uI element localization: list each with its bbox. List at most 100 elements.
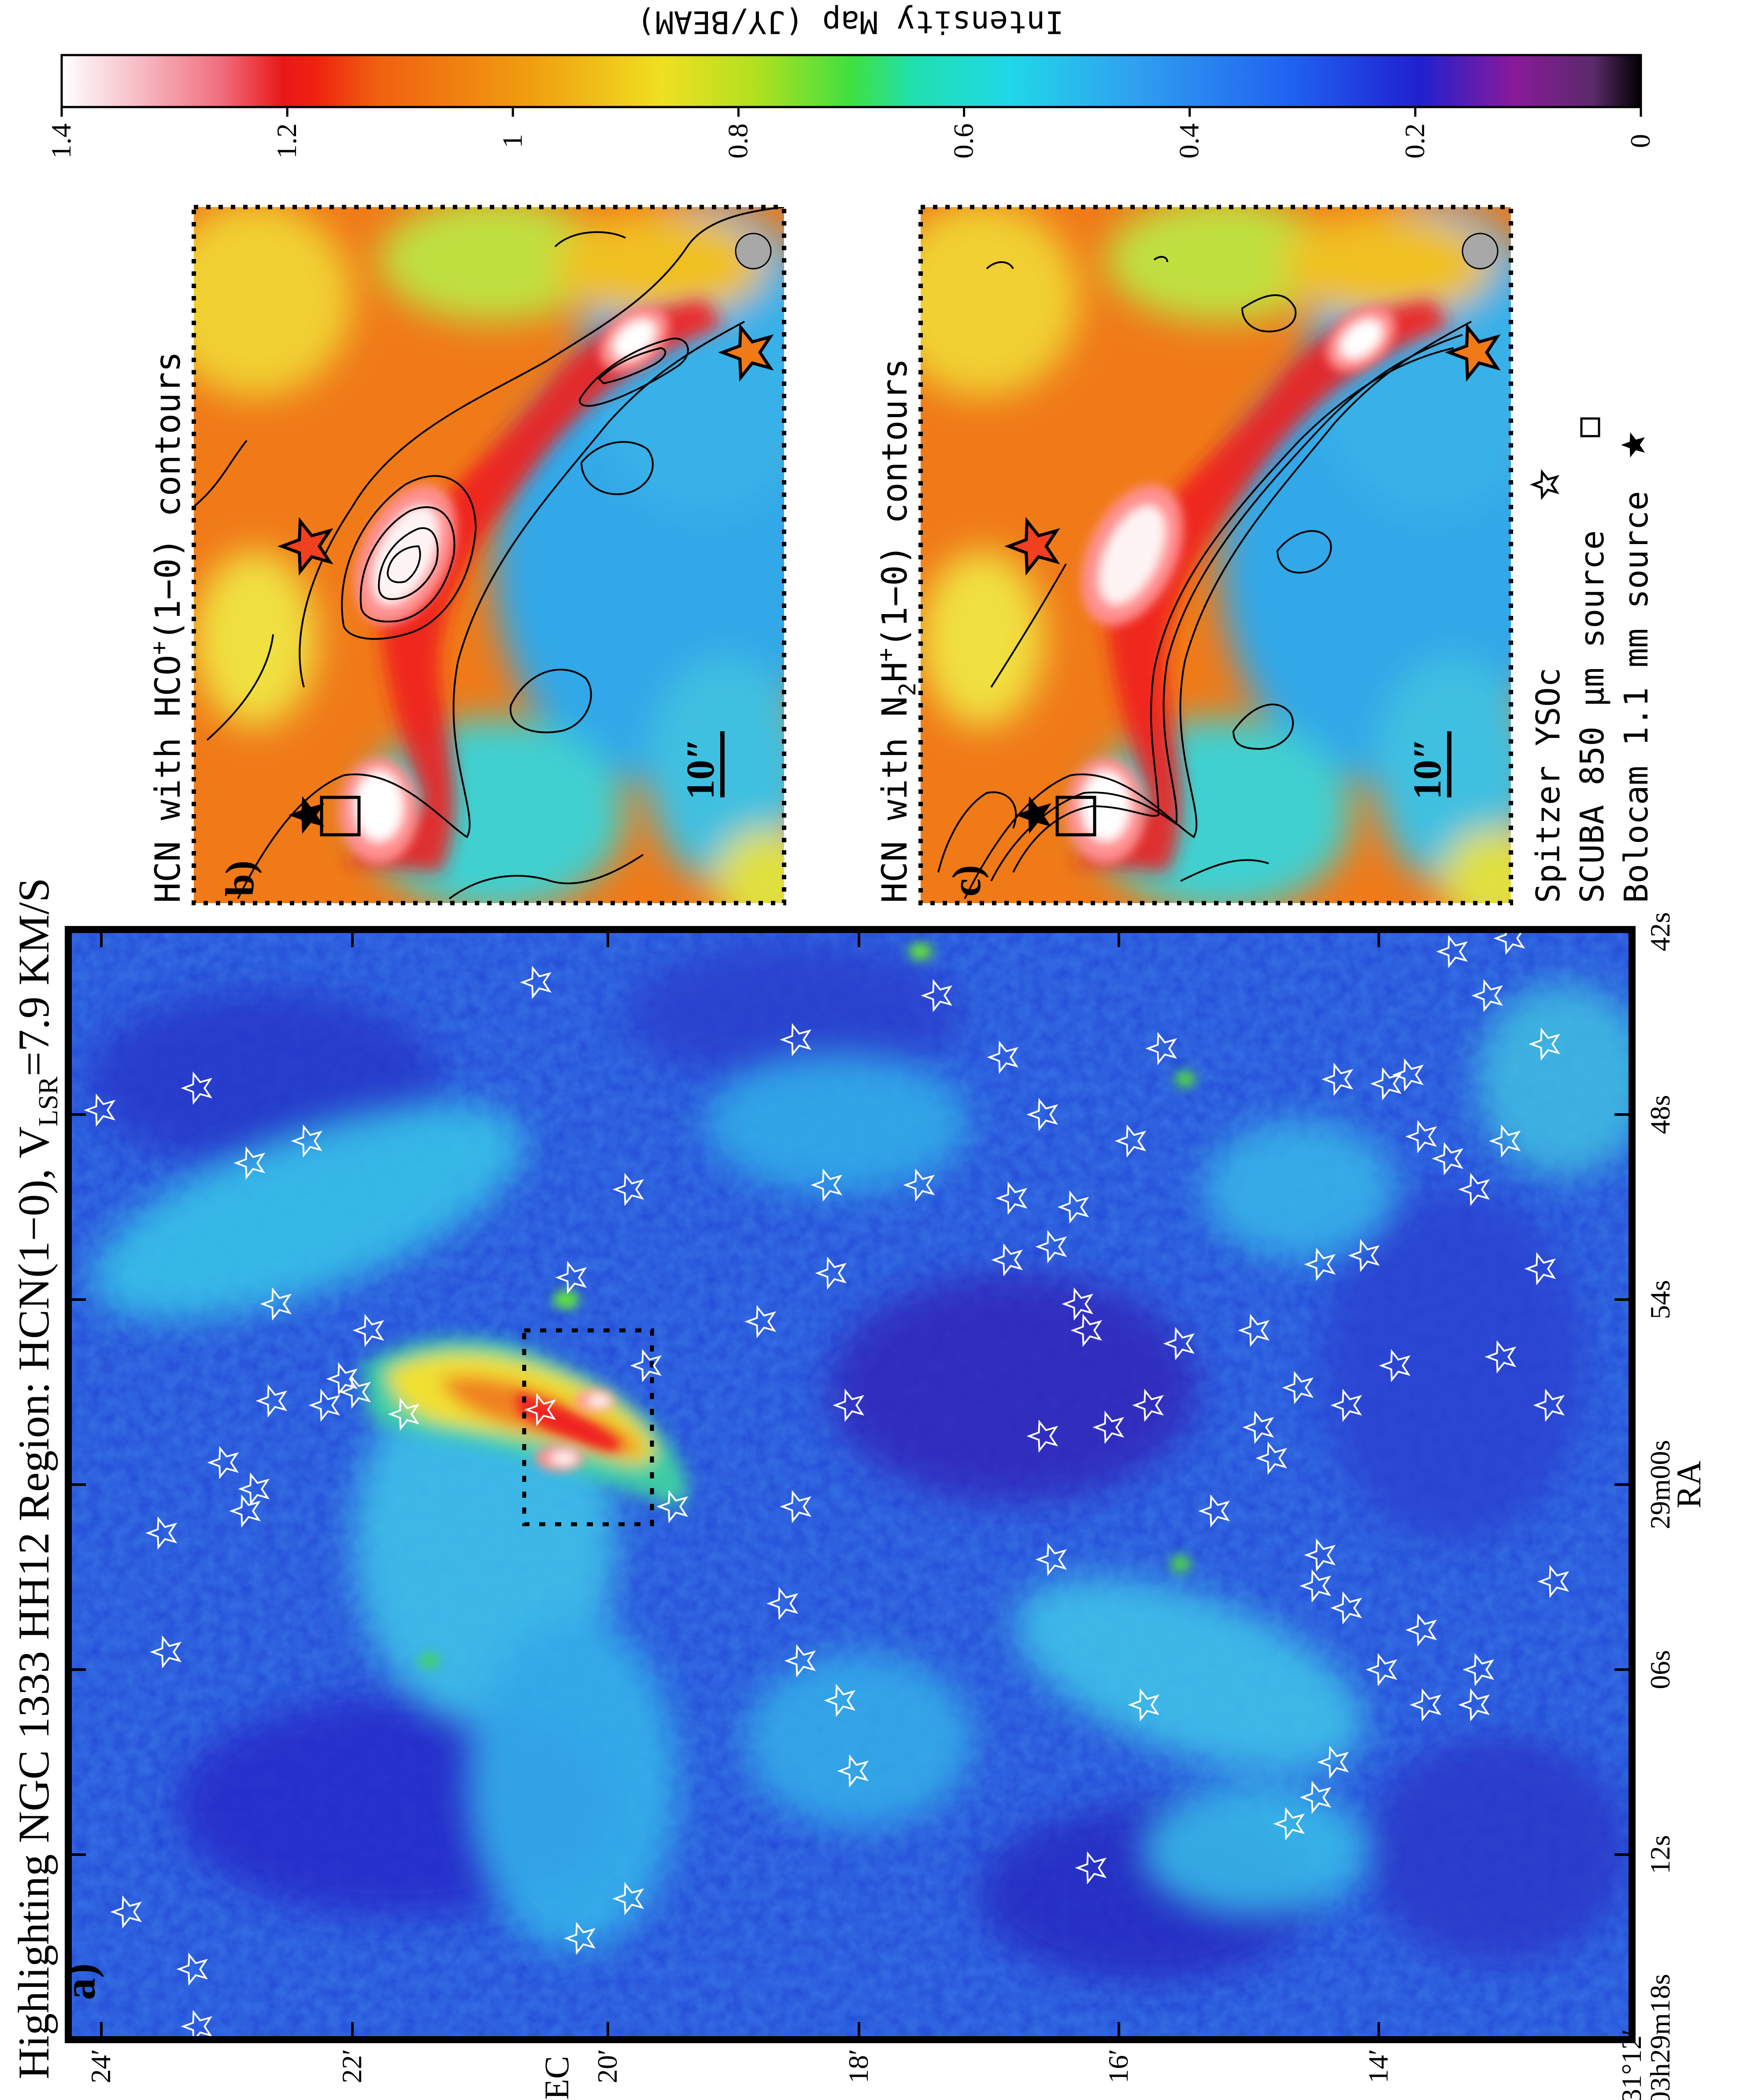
yso-star-marker — [1317, 1745, 1349, 1779]
yso-star-marker — [921, 979, 953, 1012]
yso-star-marker — [1533, 1389, 1565, 1422]
yso-star-marker — [1445, 323, 1501, 382]
figure-title: Highlighting NGC 1333 HH12 Region: HCN(1… — [9, 878, 63, 2079]
main-map: a) 03h29m18s 12s 06s 29m00s 54s 48s 42s 31°12′ 1… — [56, 912, 1708, 2100]
yso-star-marker — [1299, 1569, 1332, 1603]
yso-star-marker — [145, 1516, 178, 1550]
dec-tick-label: 31°12′ — [1616, 2029, 1647, 2100]
yso-star-marker — [1273, 1807, 1305, 1841]
panel-c-scalebar-label: 10″ — [1406, 738, 1449, 800]
scuba-source-marker-c — [1055, 796, 1096, 837]
yso-star-marker — [1529, 1027, 1561, 1061]
yso-star-marker — [1462, 1653, 1495, 1686]
colorbar-tick-label: 0.4 — [1173, 123, 1205, 159]
ra-tick-label: 42s — [1644, 912, 1676, 952]
yso-star-marker — [150, 1635, 182, 1669]
legend-item-scuba: SCUBA 850 μm source — [1573, 530, 1611, 903]
colorbar-tick-label: 0.2 — [1399, 123, 1430, 159]
yso-star-marker — [564, 1922, 596, 1955]
yso-star-marker — [1410, 1688, 1442, 1722]
yso-star-marker — [1489, 1124, 1521, 1158]
yso-star-marker — [903, 1168, 935, 1202]
ra-tick-label: 06s — [1644, 1650, 1676, 1689]
yso-star-marker — [238, 1472, 270, 1506]
beam-marker-c — [1462, 233, 1499, 270]
ra-tick-label: 12s — [1644, 1835, 1676, 1874]
dec-tick-label: 18′ — [843, 2049, 874, 2083]
yso-star-marker — [1379, 1349, 1411, 1382]
yso-star-marker — [207, 1446, 239, 1479]
yso-star-marker — [255, 1384, 288, 1418]
yso-star-marker — [780, 1490, 812, 1523]
main-map-ticks: 03h29m18s 12s 06s 29m00s 54s 48s 42s 31°12′ 14′ 1… — [68, 912, 1676, 2100]
yso-star-marker — [656, 1490, 689, 1523]
yso-star-marker — [1524, 1252, 1556, 1285]
yso-star-marker — [837, 1754, 869, 1788]
yso-star-marker — [1238, 1314, 1270, 1347]
yso-star-marker — [1299, 1781, 1332, 1814]
yso-star-marker — [996, 1181, 1028, 1215]
yso-star-marker — [1484, 1340, 1517, 1374]
bolocam-source-marker — [289, 796, 325, 834]
dec-tick-label: 22′ — [336, 2049, 367, 2083]
colorbar-label: Intensity Map (JY/BEAM) — [637, 4, 1063, 40]
yso-star-marker — [1405, 1613, 1437, 1647]
open-square-icon — [1580, 417, 1600, 437]
yso-star-marker — [1432, 1142, 1464, 1175]
yso-star-marker — [1370, 1067, 1402, 1100]
yso-star-marker — [1062, 1287, 1094, 1321]
yso-star-marker — [233, 1146, 266, 1180]
panel-b-caption: HCN with HCO+(1−0) contours — [146, 352, 188, 903]
bolocam-source-marker — [1015, 796, 1051, 834]
panel-b-contours — [194, 207, 784, 900]
yso-star-marker — [780, 1023, 812, 1056]
dec-tick-label: 16′ — [1103, 2049, 1134, 2083]
yso-star-marker — [291, 1124, 323, 1158]
dec-tick-label: 24′ — [85, 2049, 116, 2083]
panel-c-contours — [937, 256, 1472, 899]
yso-star-marker — [110, 1895, 142, 1929]
colorbar-tick-label: 1.2 — [271, 123, 302, 159]
ra-tick-label: 03h29m18s — [1644, 1974, 1676, 2100]
yso-star-marker — [811, 1168, 843, 1202]
yso-star-marker — [1026, 1098, 1059, 1131]
yso-star-marker — [1436, 935, 1468, 968]
yso-star-marker — [308, 1389, 341, 1422]
yso-star-marker — [612, 1173, 644, 1206]
yso-star-marker — [744, 1305, 777, 1338]
yso-star-marker — [1304, 1538, 1336, 1572]
panel-b-image: 10″ — [194, 207, 784, 903]
yso-star-marker — [1330, 1591, 1362, 1625]
dec-tick-label: 14′ — [1362, 2049, 1394, 2083]
yso-star-marker — [1035, 1543, 1067, 1576]
yso-star-marker — [824, 1684, 856, 1717]
yso-star-marker — [524, 1393, 556, 1426]
yso-star-marker — [1004, 517, 1060, 576]
yso-star-marker — [630, 1349, 662, 1382]
colorbar-tick-label: 0.8 — [722, 123, 753, 159]
xlabel-ra: RA — [1669, 1461, 1708, 1508]
panel-c-markers: 10″ — [1004, 233, 1501, 837]
yso-star-marker — [181, 1071, 213, 1105]
yso-star-marker — [1458, 1173, 1490, 1206]
dec-tick-label: 20′ — [592, 2049, 623, 2083]
yso-star-marker — [1330, 1389, 1362, 1422]
yso-star-marker — [229, 1494, 261, 1528]
yso-star-marker — [1145, 1032, 1177, 1065]
colorbar-tick-label: 0.6 — [948, 123, 979, 159]
zoom-region-box — [522, 1328, 654, 1526]
panel-c-label: c) — [944, 865, 989, 896]
yso-star-marker — [991, 1243, 1023, 1277]
yso-star-marker — [1242, 1411, 1274, 1444]
yso-star-marker — [1304, 1248, 1336, 1281]
yso-star-marker — [1026, 1419, 1059, 1453]
panel-b: 10″ b) HCN with HCO+(1−0) contours — [146, 205, 786, 905]
yso-star-marker — [520, 966, 552, 999]
open-star-icon — [1529, 469, 1560, 500]
yso-star-marker — [260, 1287, 292, 1321]
yso-star-marker — [1163, 1327, 1195, 1360]
yso-star-marker — [1255, 1441, 1288, 1475]
panel-a-label: a) — [56, 1963, 104, 2000]
main-map-image — [68, 930, 1632, 2040]
